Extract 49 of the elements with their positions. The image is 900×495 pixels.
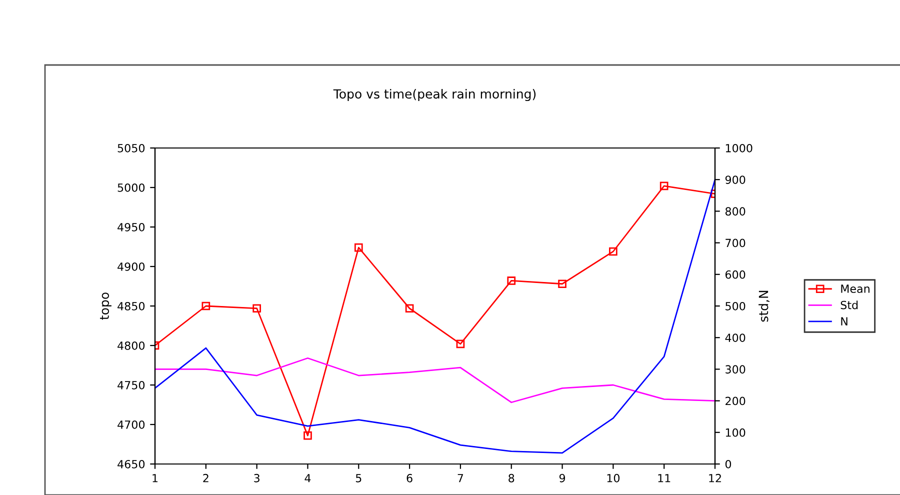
y-tick-label: 5000 xyxy=(118,183,145,192)
legend-label: N xyxy=(841,317,848,326)
point xyxy=(558,280,566,288)
y2-tick-label: 1000 xyxy=(726,144,752,152)
y-tick-label: 4900 xyxy=(118,262,145,271)
point xyxy=(405,304,414,313)
x-tick-label: 11 xyxy=(658,474,670,482)
x-tick-label: 9 xyxy=(559,474,566,482)
y-tick-label: 4800 xyxy=(118,341,145,350)
y-tick-label: 4850 xyxy=(118,302,145,310)
point xyxy=(252,304,261,313)
chart-title: Topo vs time(peak rain morning) xyxy=(333,88,536,102)
y2-axis-title: std,N xyxy=(758,290,770,322)
point xyxy=(609,247,618,256)
x-tick-label: 6 xyxy=(406,474,412,482)
y2-tick-label: 900 xyxy=(725,176,746,184)
x-tick-label: 8 xyxy=(508,474,514,482)
y-tick-label: 5050 xyxy=(118,144,145,152)
y-tick-label: 4650 xyxy=(118,460,145,468)
x-tick-label: 1 xyxy=(152,474,158,482)
y-tick-label: 4700 xyxy=(118,420,145,429)
y-axis-title: topo xyxy=(100,292,112,320)
y2-tick-label: 0 xyxy=(725,460,732,468)
y2-tick-label: 600 xyxy=(726,270,746,279)
y2-tick-label: 800 xyxy=(725,207,746,216)
point xyxy=(507,276,516,285)
x-tick-label: 2 xyxy=(203,474,208,482)
point xyxy=(354,243,363,252)
line-series xyxy=(155,357,715,404)
y-tick-label: 4750 xyxy=(118,380,145,390)
x-tick-label: 10 xyxy=(607,474,620,482)
legend-label: Std xyxy=(840,300,858,310)
y2-tick-label: 400 xyxy=(725,334,746,342)
x-tick-label: 7 xyxy=(458,474,464,482)
x-tick-label: 5 xyxy=(356,474,362,482)
x-tick-label: 4 xyxy=(304,474,311,482)
x-tick-label: 12 xyxy=(709,474,721,482)
x-tick-label: 3 xyxy=(254,474,260,482)
y2-tick-label: 700 xyxy=(726,238,746,248)
y2-tick-label: 200 xyxy=(726,396,746,406)
y2-tick-label: 500 xyxy=(726,302,746,310)
point xyxy=(456,340,465,348)
y2-tick-label: 100 xyxy=(726,428,746,437)
y-tick-label: 4950 xyxy=(118,222,145,232)
point xyxy=(304,431,312,440)
legend-label: Mean xyxy=(841,284,870,293)
point xyxy=(660,182,668,190)
point xyxy=(202,302,210,310)
y2-tick-label: 300 xyxy=(726,365,746,374)
